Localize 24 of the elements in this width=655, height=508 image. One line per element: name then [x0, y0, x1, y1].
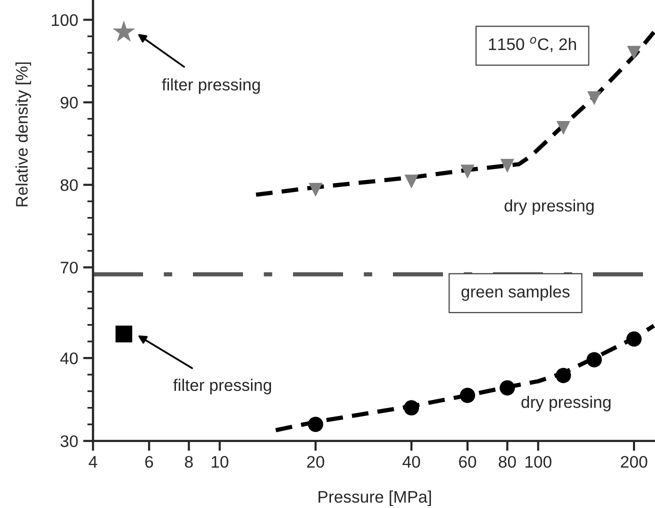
x-tick-label: 40: [402, 456, 420, 468]
annotation: filter pressing: [162, 78, 260, 94]
x-tick-label: 8: [184, 456, 193, 468]
x-axis-title: Pressure [MPa]: [318, 490, 431, 506]
y-tick-label: 80: [60, 179, 78, 192]
annotation: 1150 $^{o}$C, 2h: [488, 37, 576, 52]
x-tick-label: 100: [526, 456, 552, 468]
x-tick-label: 60: [459, 456, 476, 468]
y-tick-label: 100: [52, 14, 78, 26]
x-tick-label: 80: [498, 456, 516, 468]
x-tick-label: 20: [307, 456, 324, 468]
annotation: dry pressing: [521, 396, 610, 412]
x-tick-label: 4: [88, 456, 98, 468]
y-tick-label: 70: [60, 262, 78, 274]
annotation: green samples: [462, 285, 570, 301]
x-tick-label: 10: [212, 456, 228, 468]
x-tick-label: 6: [145, 456, 153, 468]
y-tick-label: 30: [60, 435, 78, 448]
annotation: dry pressing: [504, 199, 594, 215]
annotation: filter pressing: [173, 378, 272, 394]
y-axis-title: Relative density [%]: [16, 62, 32, 206]
y-tick-label: 90: [60, 96, 78, 109]
x-tick-label: 200: [620, 456, 648, 468]
y-tick-label: 40: [60, 352, 78, 364]
